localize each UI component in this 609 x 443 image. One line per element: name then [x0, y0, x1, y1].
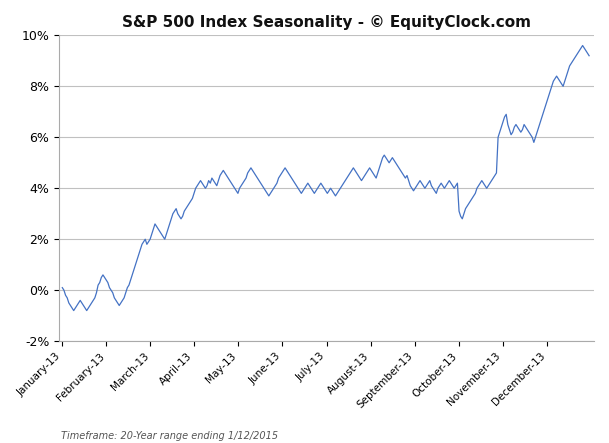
Title: S&P 500 Index Seasonality - © EquityClock.com: S&P 500 Index Seasonality - © EquityCloc… — [122, 15, 531, 30]
Text: Timeframe: 20-Year range ending 1/12/2015: Timeframe: 20-Year range ending 1/12/201… — [61, 431, 278, 441]
